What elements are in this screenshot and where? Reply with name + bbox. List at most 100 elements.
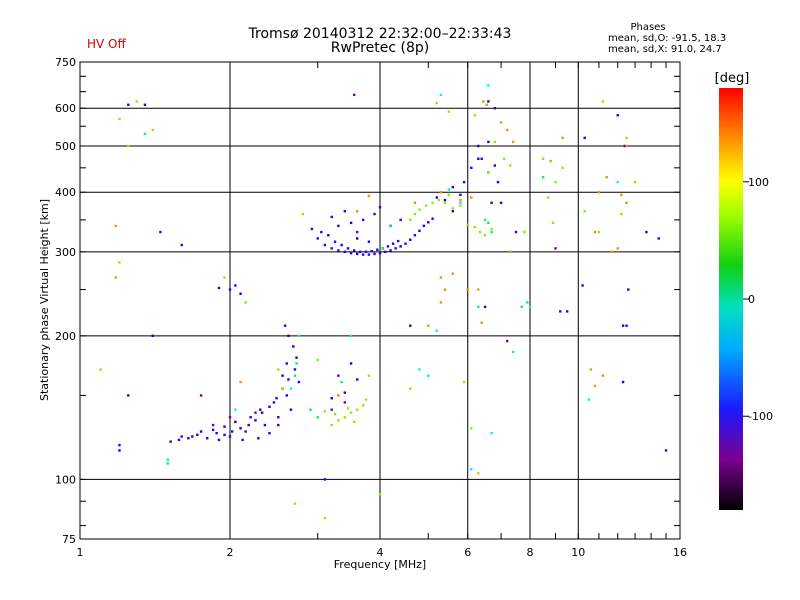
- data-point: [234, 284, 237, 287]
- y-axis-label: Stationary phase Virtual Height [km]: [38, 199, 51, 401]
- x-tick-label: 4: [377, 546, 384, 559]
- data-point: [459, 204, 462, 207]
- data-point: [301, 212, 305, 216]
- data-point: [413, 234, 417, 237]
- y-tick-label: 600: [55, 102, 76, 115]
- data-point: [431, 201, 434, 205]
- data-point: [447, 193, 451, 197]
- data-point: [499, 121, 503, 124]
- data-point: [601, 100, 605, 103]
- data-point: [583, 136, 586, 140]
- data-point: [451, 185, 455, 189]
- data-point: [605, 176, 608, 179]
- data-point: [589, 368, 593, 371]
- data-point: [127, 144, 130, 148]
- data-point: [316, 237, 319, 240]
- data-point: [490, 201, 493, 205]
- data-point: [239, 380, 242, 384]
- data-point: [559, 310, 562, 313]
- data-point: [422, 224, 426, 228]
- data-point: [143, 103, 147, 107]
- data-point: [466, 223, 469, 226]
- data-point: [295, 362, 298, 365]
- data-point: [470, 468, 473, 471]
- data-point: [349, 252, 353, 255]
- y-tick-label: 200: [55, 330, 76, 343]
- data-point: [217, 286, 221, 290]
- data-point: [143, 132, 147, 136]
- data-point: [520, 305, 523, 309]
- data-point: [349, 411, 353, 414]
- data-point: [320, 230, 323, 234]
- data-point: [295, 356, 298, 359]
- data-point: [159, 230, 162, 234]
- data-point: [565, 310, 569, 313]
- data-point: [583, 209, 586, 213]
- data-point: [409, 238, 412, 241]
- data-point: [114, 224, 118, 228]
- data-point: [384, 250, 387, 254]
- data-point: [480, 321, 483, 324]
- data-point: [378, 206, 382, 209]
- data-point: [223, 425, 226, 428]
- data-point: [169, 440, 172, 443]
- data-point: [435, 329, 438, 332]
- data-point: [459, 201, 462, 205]
- data-point: [511, 140, 515, 144]
- data-point: [526, 301, 529, 304]
- data-point: [177, 438, 181, 442]
- data-point: [343, 401, 347, 404]
- data-point: [166, 462, 169, 465]
- data-point: [239, 292, 242, 295]
- data-point: [118, 261, 121, 264]
- data-point: [633, 180, 637, 184]
- data-point: [281, 374, 284, 377]
- data-point: [528, 305, 532, 309]
- data-point: [234, 420, 237, 424]
- phases-o-stats: mean, sd,O: -91.5, 18.3: [608, 33, 727, 44]
- data-point: [254, 419, 257, 422]
- data-point: [180, 435, 183, 438]
- data-point: [349, 362, 353, 365]
- data-point: [451, 272, 455, 275]
- data-point: [191, 435, 194, 438]
- data-point: [435, 196, 438, 199]
- data-point: [343, 416, 347, 419]
- data-point: [477, 305, 480, 309]
- data-point: [554, 180, 557, 184]
- data-point: [490, 431, 493, 435]
- data-point: [470, 196, 473, 199]
- data-point: [493, 140, 497, 144]
- data-point: [323, 478, 327, 481]
- x-tick-label: 1: [77, 546, 84, 559]
- data-point: [293, 368, 297, 371]
- data-point: [621, 380, 625, 384]
- data-point: [211, 428, 215, 432]
- data-point: [367, 253, 371, 256]
- data-point: [355, 237, 359, 240]
- data-point: [621, 324, 625, 327]
- data-point: [593, 230, 597, 234]
- data-point: [99, 368, 102, 371]
- data-point: [487, 84, 490, 87]
- data-point: [581, 284, 584, 287]
- data-point: [228, 435, 232, 438]
- data-point: [376, 248, 379, 251]
- data-point: [293, 502, 297, 505]
- data-point: [487, 140, 490, 144]
- data-point: [483, 234, 487, 237]
- data-point: [490, 227, 493, 231]
- data-point: [490, 230, 493, 234]
- data-point: [297, 334, 301, 338]
- data-point: [505, 128, 509, 132]
- data-point: [367, 240, 371, 243]
- data-point: [323, 516, 327, 520]
- data-point: [477, 288, 480, 291]
- data-point: [285, 362, 288, 365]
- data-point: [166, 458, 169, 461]
- data-point: [554, 247, 557, 250]
- data-point: [333, 240, 337, 243]
- data-point: [249, 416, 252, 419]
- data-point: [443, 198, 447, 202]
- hv-status-label: HV Off: [87, 37, 126, 51]
